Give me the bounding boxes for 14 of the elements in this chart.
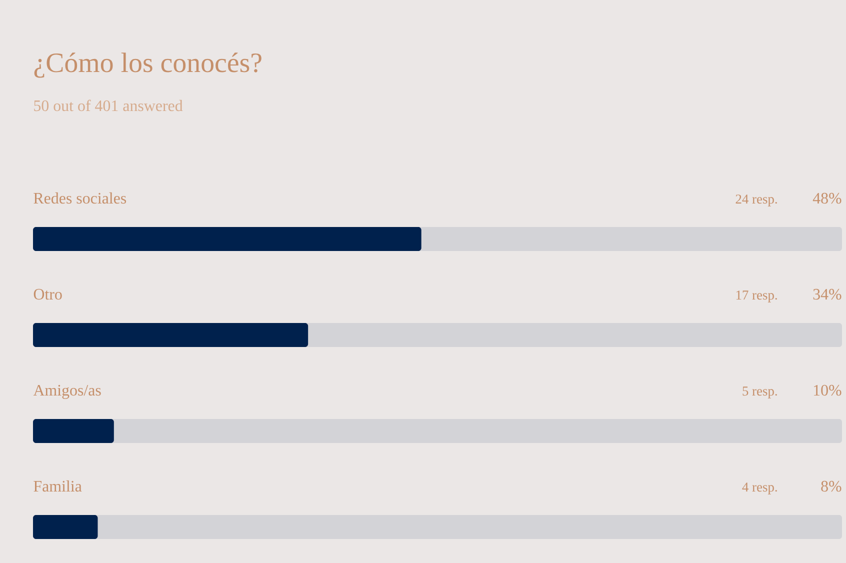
annotation: 24 resp. — [736, 194, 777, 206]
y-tick-label: Redes sociales — [34, 192, 126, 204]
data-label: 34% — [813, 288, 842, 300]
y-tick-label: Otro — [34, 288, 62, 300]
chart-subtitle: 50 out of 401 answered — [34, 100, 183, 112]
data-label: 8% — [821, 480, 842, 492]
annotation: 4 resp. — [742, 482, 777, 494]
data-label: 48% — [812, 192, 842, 204]
chart-title: ¿Cómo los conocés? — [34, 52, 262, 78]
y-tick-label: Familia — [34, 480, 82, 492]
y-tick-label: Amigos/as — [33, 384, 101, 399]
annotation: 17 resp. — [736, 290, 777, 302]
data-label: 10% — [814, 384, 842, 396]
annotation: 5 resp. — [742, 386, 777, 398]
